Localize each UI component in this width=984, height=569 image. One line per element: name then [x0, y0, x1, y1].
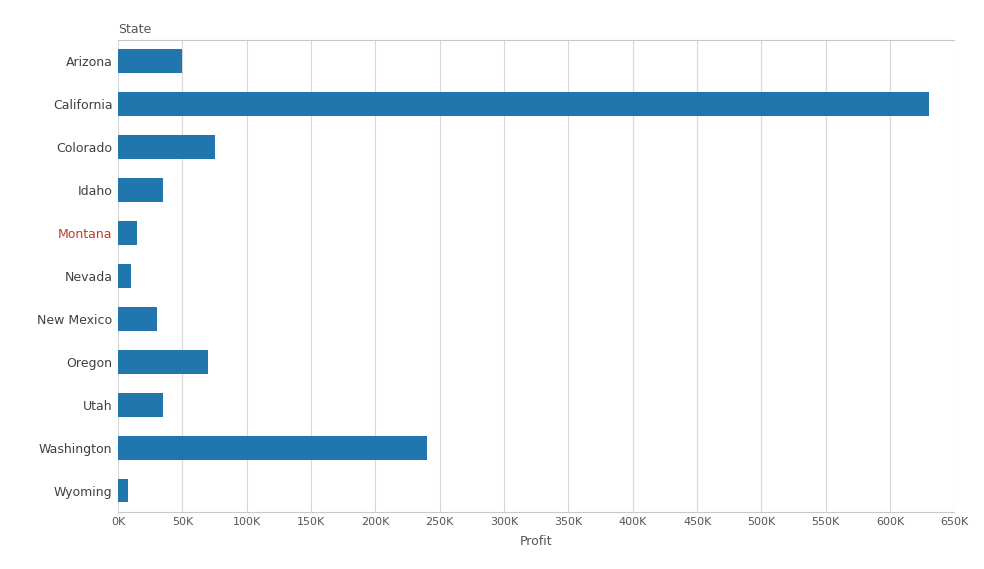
Bar: [118, 221, 138, 245]
Bar: [118, 393, 163, 417]
Bar: [118, 307, 156, 331]
Bar: [118, 92, 929, 116]
Bar: [118, 350, 209, 374]
Text: State: State: [118, 23, 152, 36]
Bar: [118, 479, 128, 502]
Bar: [118, 178, 163, 202]
Bar: [118, 436, 427, 460]
X-axis label: Profit: Profit: [520, 535, 553, 549]
Bar: [118, 50, 182, 73]
Bar: [118, 135, 215, 159]
Bar: [118, 264, 131, 288]
